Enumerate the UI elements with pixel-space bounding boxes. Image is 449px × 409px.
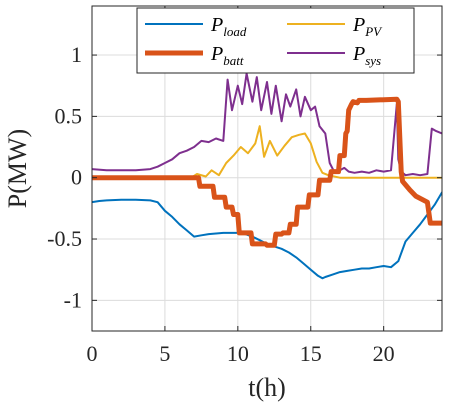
series-line-p-pv [92, 125, 442, 179]
y-tick-label: -1 [64, 287, 82, 312]
x-tick-label: 15 [300, 341, 322, 366]
series-line-p-load [92, 191, 442, 280]
series-layer [92, 72, 442, 280]
x-axis-label: t(h) [248, 373, 286, 402]
x-tick-label: 0 [87, 341, 98, 366]
y-tick-label: 0 [71, 165, 82, 190]
ticks: 0 5 10 15 20 -1 -0.5 0 0.5 1 [47, 6, 442, 366]
legend-label-p-load: Pload [210, 14, 247, 39]
legend-label-p-pv: PPV [352, 14, 383, 39]
y-tick-label: -0.5 [47, 226, 82, 251]
legend-label-p-batt: Pbatt [210, 43, 244, 68]
legend-label-p-sys: Psys [352, 43, 381, 68]
legend-box [136, 7, 415, 74]
series-line-p-batt [92, 96, 442, 248]
x-tick-label: 5 [159, 341, 170, 366]
y-tick-label: 0.5 [55, 103, 83, 128]
legend: Pload PPV Pbatt Psys [136, 7, 415, 74]
series-line-p-sys [92, 72, 442, 177]
plot-frame [91, 5, 443, 332]
x-tick-label: 20 [373, 341, 395, 366]
x-tick-label: 10 [227, 341, 249, 366]
y-tick-label: 1 [71, 42, 82, 67]
y-axis-label: P(MW) [3, 129, 32, 208]
